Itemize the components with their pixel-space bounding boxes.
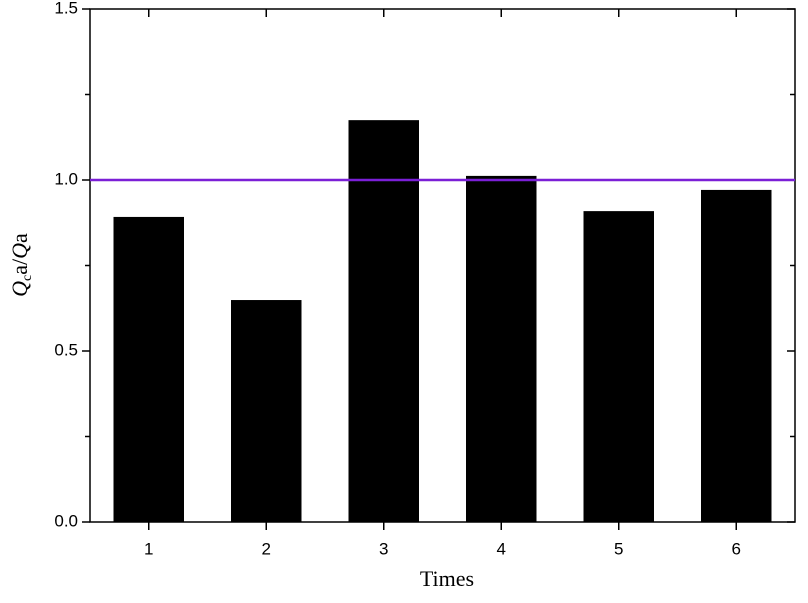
bar	[231, 300, 302, 522]
x-tick-label: 3	[379, 539, 388, 558]
y-title-part: a/	[7, 258, 32, 275]
y-title-part: a	[7, 233, 32, 243]
bar	[466, 175, 537, 522]
x-tick-label: 6	[732, 539, 741, 558]
y-title-part: c	[20, 275, 35, 281]
bar	[113, 216, 184, 522]
plot-frame	[89, 8, 796, 523]
x-tick-label: 5	[614, 539, 623, 558]
y-tick-label: 1.5	[54, 0, 78, 17]
y-axis-title: Qca/Qa	[7, 233, 35, 297]
y-tick-label: 1.0	[54, 169, 78, 188]
bar	[701, 189, 772, 522]
y-title-part: Q	[7, 243, 32, 259]
x-tick-label: 1	[144, 539, 153, 558]
y-tick-label: 0.0	[54, 511, 78, 530]
x-tick-label: 4	[497, 539, 506, 558]
x-axis-title: Times	[420, 566, 474, 591]
bar	[583, 211, 654, 522]
bar	[348, 120, 419, 523]
x-tick-label: 2	[262, 539, 271, 558]
y-tick-label: 0.5	[54, 340, 78, 359]
y-title-part: Q	[7, 281, 32, 297]
